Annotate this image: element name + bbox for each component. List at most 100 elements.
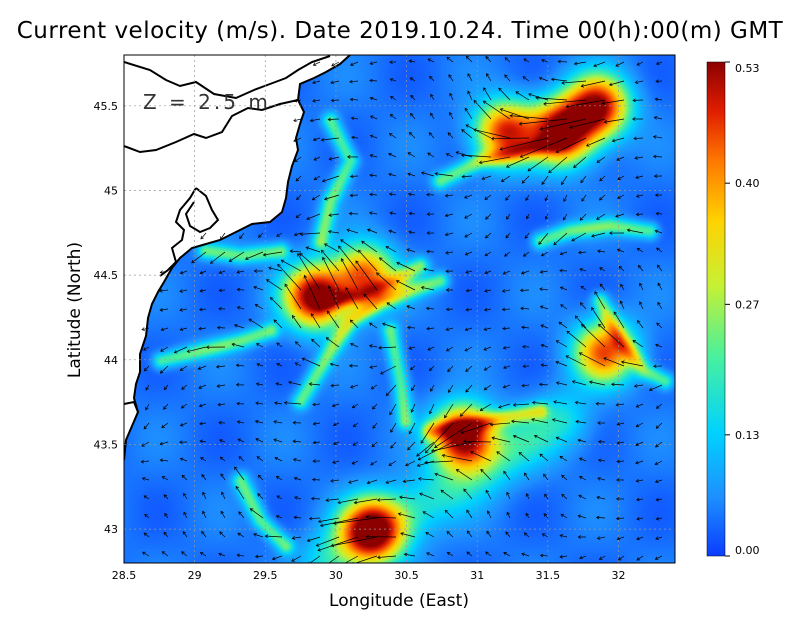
velocity-arrow bbox=[142, 346, 150, 351]
velocity-arrow bbox=[276, 232, 283, 237]
velocity-arrow bbox=[653, 174, 663, 178]
velocity-arrow bbox=[238, 511, 245, 519]
velocity-arrow bbox=[420, 422, 435, 444]
velocity-arrow bbox=[484, 232, 492, 239]
velocity-arrow bbox=[299, 232, 321, 236]
velocity-arrow bbox=[559, 286, 568, 291]
velocity-arrow bbox=[515, 91, 530, 101]
velocity-arrow bbox=[320, 249, 340, 272]
velocity-arrow bbox=[563, 194, 568, 202]
velocity-arrow bbox=[501, 307, 511, 312]
velocity-arrow bbox=[303, 275, 321, 310]
velocity-arrow bbox=[253, 269, 264, 273]
velocity-arrow bbox=[372, 403, 378, 410]
velocity-arrow bbox=[502, 270, 511, 275]
velocity-arrow bbox=[490, 136, 530, 141]
velocity-arrow bbox=[220, 510, 226, 519]
velocity-arrow bbox=[657, 301, 663, 310]
velocity-arrow bbox=[473, 99, 492, 120]
velocity-arrow bbox=[580, 285, 587, 291]
velocity-arrow bbox=[183, 511, 188, 519]
velocity-arrow bbox=[446, 531, 454, 538]
velocity-arrow bbox=[637, 264, 644, 272]
velocity-arrow bbox=[244, 251, 264, 260]
velocity-arrow bbox=[236, 306, 245, 310]
velocity-arrow bbox=[161, 476, 169, 481]
velocity-arrow bbox=[461, 174, 473, 179]
velocity-arrow bbox=[257, 493, 264, 500]
velocity-arrow bbox=[654, 555, 663, 560]
velocity-arrow bbox=[405, 460, 416, 467]
velocity-arrow bbox=[408, 422, 416, 435]
velocity-arrow bbox=[598, 555, 606, 560]
velocity-arrow bbox=[218, 420, 226, 425]
velocity-arrow bbox=[483, 327, 492, 331]
velocity-arrow bbox=[577, 514, 587, 519]
velocity-arrow bbox=[635, 212, 644, 217]
velocity-arrow bbox=[636, 248, 644, 253]
velocity-arrow bbox=[555, 360, 568, 367]
velocity-arrow bbox=[632, 117, 644, 121]
velocity-arrow bbox=[215, 364, 226, 369]
velocity-arrow bbox=[410, 403, 416, 413]
velocity-arrow bbox=[385, 245, 397, 253]
velocity-arrow bbox=[521, 383, 530, 388]
velocity-arrow bbox=[143, 365, 150, 372]
velocity-arrow bbox=[163, 384, 169, 391]
velocity-arrow bbox=[331, 61, 340, 67]
velocity-arrow bbox=[520, 270, 530, 275]
velocity-arrow bbox=[293, 515, 302, 520]
velocity-arrow bbox=[483, 365, 492, 371]
velocity-arrow bbox=[595, 401, 606, 406]
velocity-arrow bbox=[181, 474, 188, 481]
velocity-arrow bbox=[338, 245, 359, 272]
velocity-arrow bbox=[312, 137, 321, 142]
velocity-arrow bbox=[218, 306, 226, 311]
velocity-arrow bbox=[291, 536, 302, 540]
velocity-arrow bbox=[389, 114, 397, 120]
velocity-arrow bbox=[597, 458, 606, 463]
velocity-arrow bbox=[275, 476, 283, 481]
velocity-arrow bbox=[581, 324, 606, 348]
velocity-arrow bbox=[376, 272, 397, 291]
velocity-arrow bbox=[369, 96, 378, 101]
velocity-arrow bbox=[445, 307, 454, 312]
velocity-arrow bbox=[635, 194, 644, 198]
velocity-arrow bbox=[369, 115, 378, 120]
velocity-arrow bbox=[616, 156, 625, 161]
velocity-arrow bbox=[228, 251, 245, 262]
velocity-arrow bbox=[503, 470, 511, 481]
velocity-arrow bbox=[655, 79, 663, 84]
velocity-arrow bbox=[235, 485, 245, 500]
velocity-arrow bbox=[596, 495, 606, 500]
velocity-arrow bbox=[377, 555, 397, 560]
velocity-arrow bbox=[327, 117, 340, 122]
velocity-arrow bbox=[484, 270, 492, 275]
y-tick-label: 43.5 bbox=[94, 438, 119, 451]
velocity-arrow bbox=[639, 301, 644, 310]
velocity-arrow bbox=[306, 536, 321, 543]
grid-lines bbox=[124, 55, 675, 563]
velocity-arrow bbox=[571, 232, 587, 242]
velocity-arrow bbox=[164, 512, 169, 519]
velocity-arrow bbox=[369, 134, 378, 139]
velocity-arrow bbox=[434, 472, 454, 481]
velocity-arrow bbox=[485, 213, 492, 220]
velocity-arrow bbox=[463, 488, 473, 500]
velocity-arrow bbox=[553, 232, 568, 246]
velocity-arrow bbox=[585, 137, 606, 147]
velocity-arrow bbox=[522, 251, 530, 257]
velocity-arrow bbox=[312, 459, 321, 463]
velocity-arrow bbox=[332, 517, 378, 526]
velocity-arrow bbox=[486, 73, 492, 82]
velocity-arrow bbox=[656, 247, 663, 253]
velocity-arrow bbox=[220, 232, 226, 240]
velocity-arrow bbox=[340, 258, 359, 291]
velocity-arrow bbox=[340, 239, 359, 253]
velocity-arrow bbox=[635, 479, 644, 483]
velocity-arrow bbox=[369, 173, 378, 178]
velocity-arrow bbox=[255, 343, 264, 348]
velocity-arrow bbox=[409, 77, 416, 82]
velocity-arrow bbox=[540, 324, 549, 329]
